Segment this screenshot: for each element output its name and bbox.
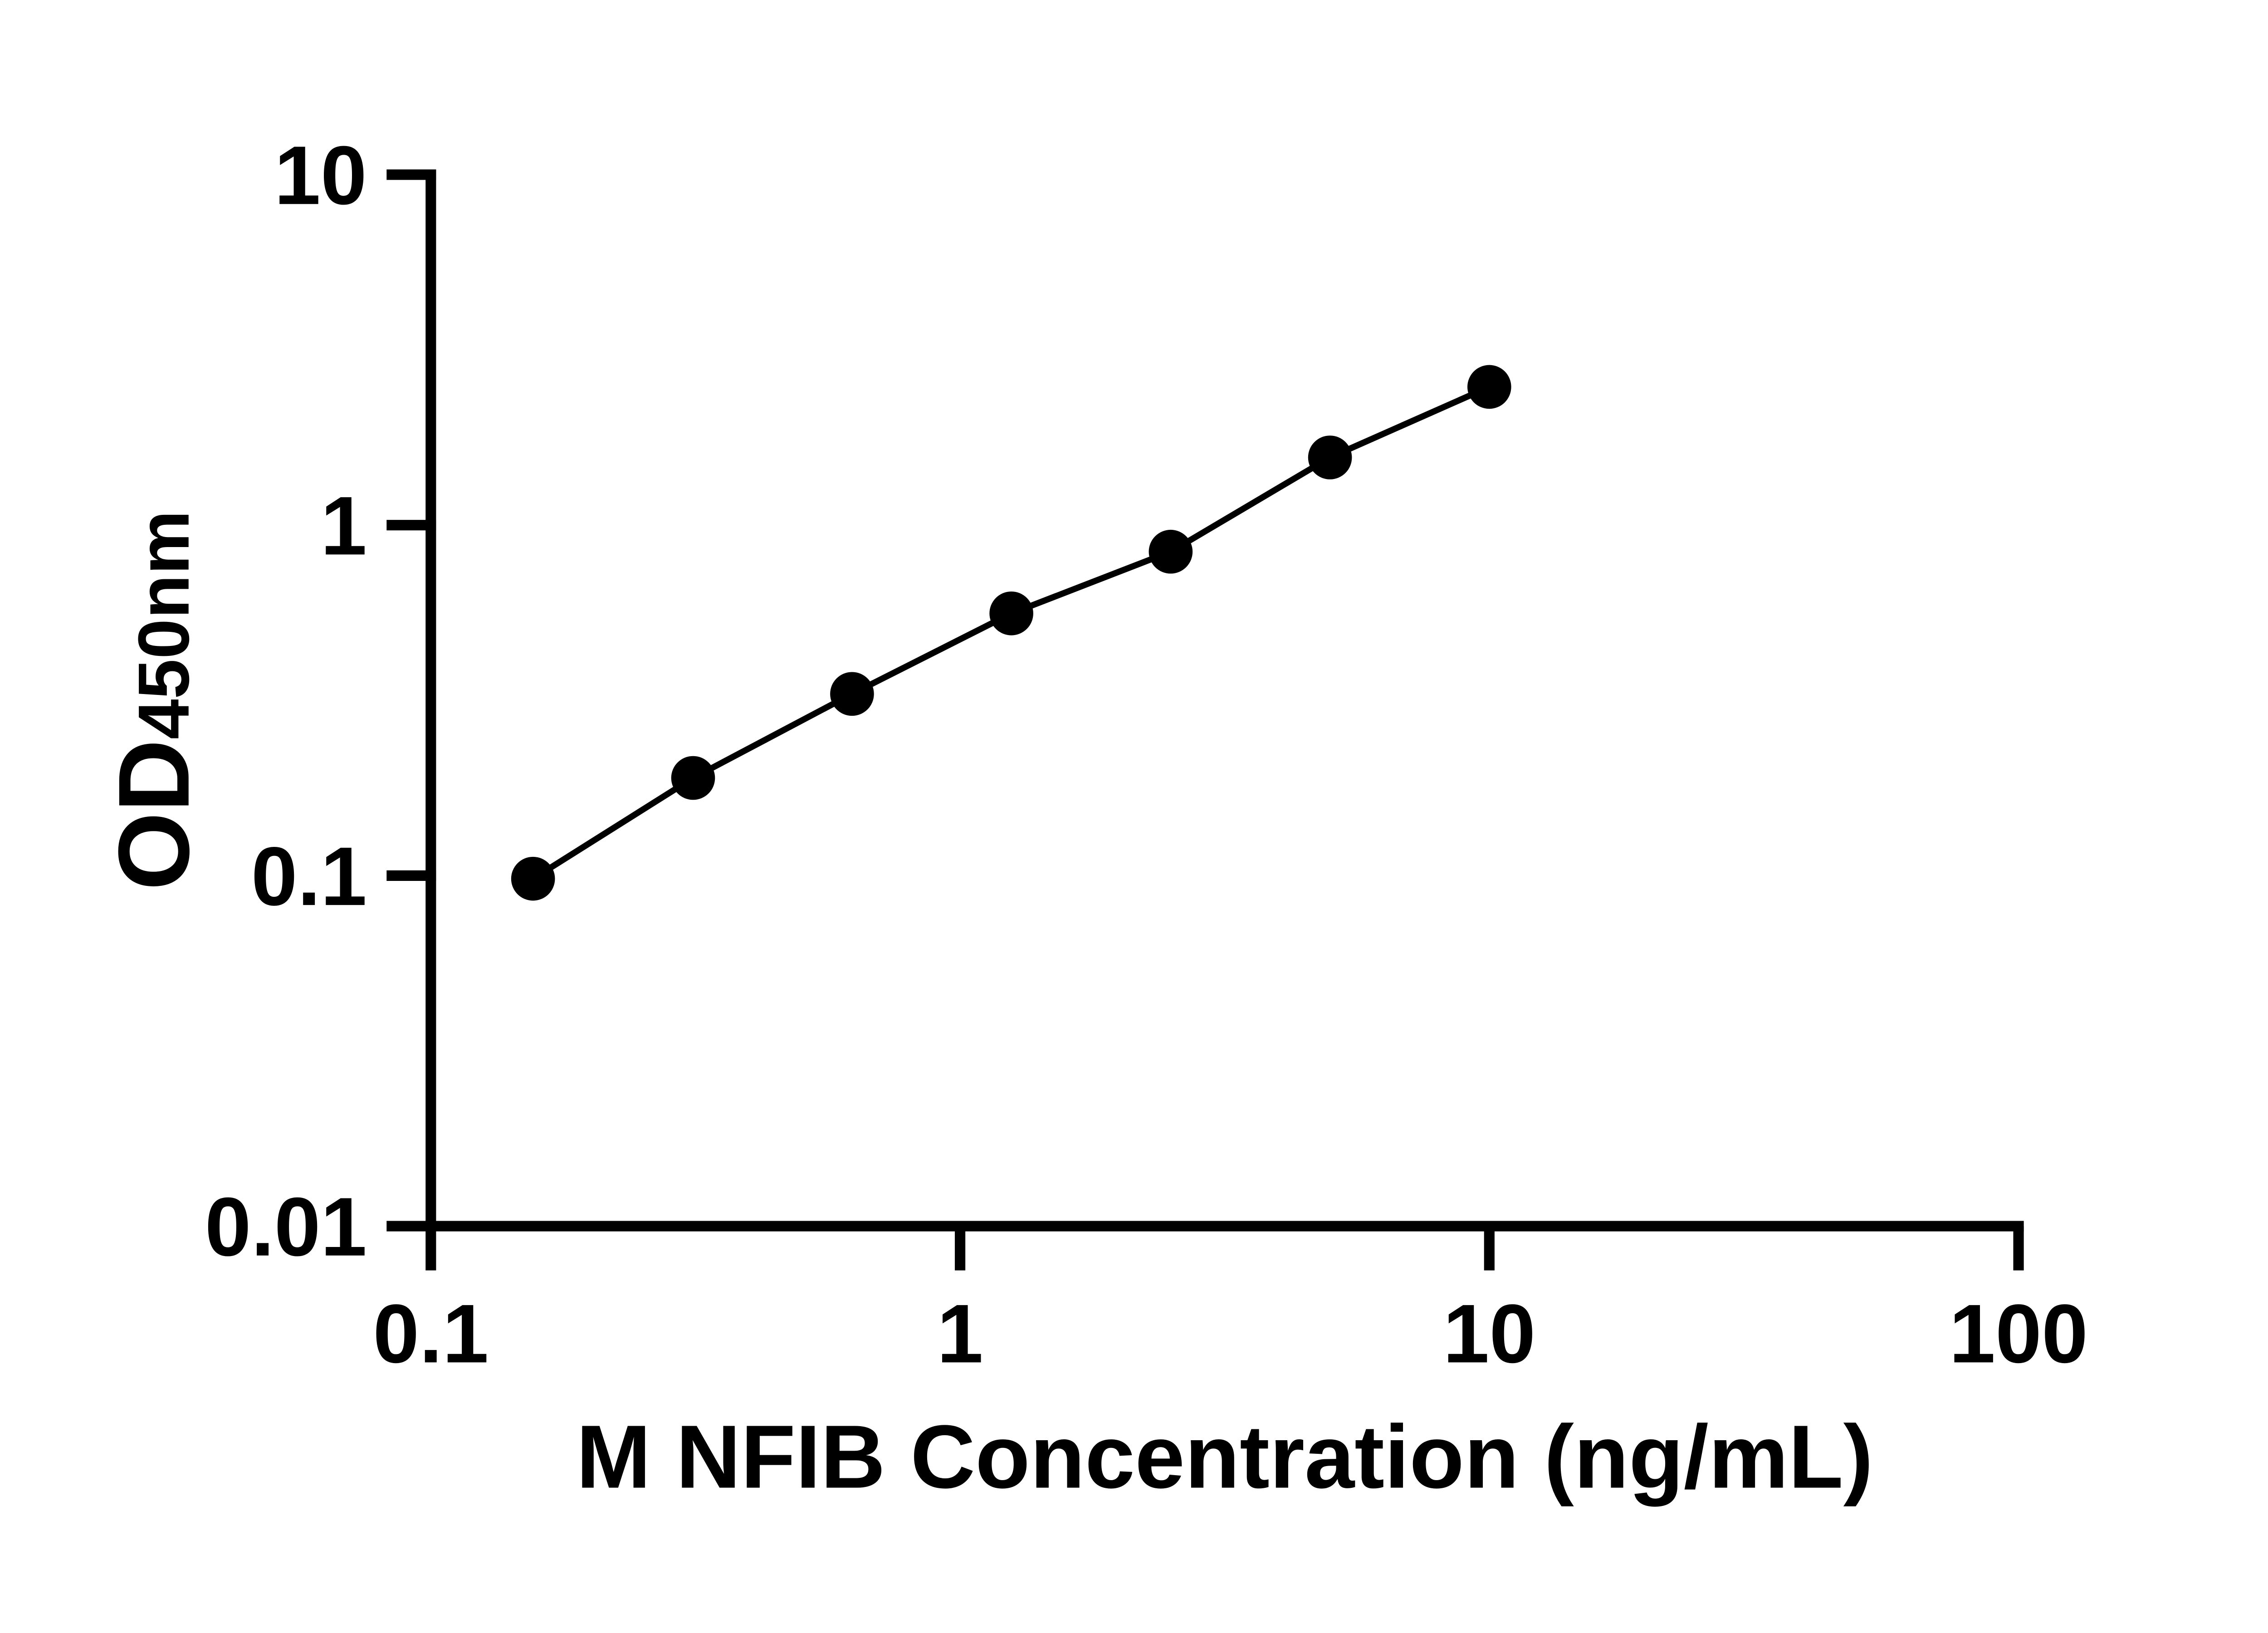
data-point-0.156 bbox=[511, 856, 555, 901]
data-point-10 bbox=[1467, 365, 1511, 409]
y-axis-title-sub: 450nm bbox=[123, 510, 204, 739]
y-tick-label-0.01: 0.01 bbox=[205, 1180, 367, 1273]
data-point-2.5 bbox=[1149, 529, 1193, 574]
x-axis-title: M NFIB Concentration (ng/mL) bbox=[576, 1407, 1873, 1507]
x-tick-label-10: 10 bbox=[1443, 1287, 1535, 1380]
x-tick-label-100: 100 bbox=[1949, 1287, 2088, 1380]
data-point-0.313 bbox=[671, 756, 715, 800]
data-point-5 bbox=[1308, 435, 1352, 479]
y-tick-label-0.1: 0.1 bbox=[251, 830, 367, 923]
y-axis-title-main: OD bbox=[98, 739, 210, 890]
x-tick-label-1: 1 bbox=[937, 1287, 983, 1380]
elisa-standard-curve-figure: 10 1 0.1 0.01 0.1 1 10 100 M NFIB Concentration … bbox=[18, 7, 2250, 1626]
data-point-0.625 bbox=[830, 672, 874, 716]
data-point-1.25 bbox=[989, 591, 1033, 636]
y-tick-label-1: 1 bbox=[321, 479, 367, 572]
y-tick-label-10: 10 bbox=[274, 129, 367, 222]
y-axis-title: OD450nm bbox=[98, 510, 210, 890]
x-tick-label-0.1: 0.1 bbox=[373, 1287, 489, 1380]
